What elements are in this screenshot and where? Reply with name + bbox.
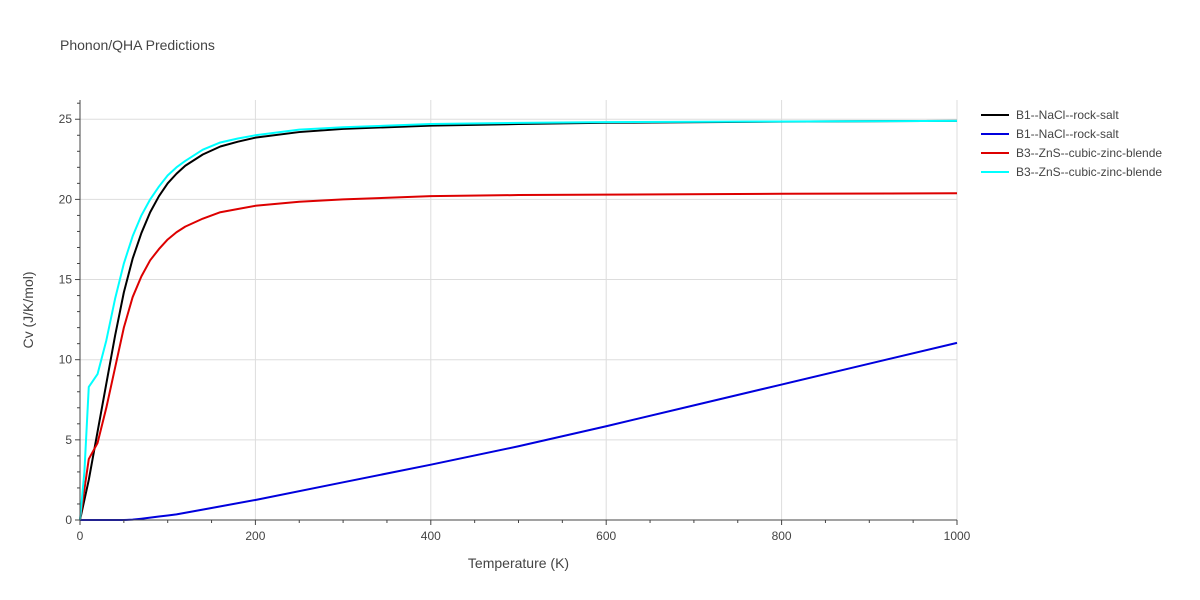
y-tick-label: 15: [59, 273, 73, 287]
tick-layer: 0 200 400 600 800 1000 0 5 10 15 20 25: [59, 112, 971, 543]
y-tick-label: 10: [59, 353, 73, 367]
x-tick-label: 800: [772, 529, 792, 543]
legend-label: B3--ZnS--cubic-zinc-blende: [1016, 146, 1162, 160]
y-tick-label: 20: [59, 192, 73, 206]
chart-title: Phonon/QHA Predictions: [60, 37, 215, 53]
x-tick-label: 400: [421, 529, 441, 543]
legend-item-2[interactable]: B3--ZnS--cubic-zinc-blende: [981, 146, 1162, 160]
y-tick-label: 0: [65, 513, 72, 527]
legend-item-3[interactable]: B3--ZnS--cubic-zinc-blende: [981, 165, 1162, 179]
series-line-2[interactable]: [79, 192, 958, 521]
y-tick-label: 5: [65, 433, 72, 447]
grid-layer: [80, 100, 958, 520]
legend-label: B1--NaCl--rock-salt: [1016, 108, 1119, 122]
series-line-0[interactable]: [79, 119, 958, 521]
legend-item-0[interactable]: B1--NaCl--rock-salt: [981, 108, 1119, 122]
series-layer: [79, 119, 958, 521]
axes-layer: [75, 100, 958, 525]
x-axis-title: Temperature (K): [468, 555, 569, 571]
x-tick-label: 600: [596, 529, 616, 543]
x-tick-label: 1000: [944, 529, 971, 543]
legend-label: B3--ZnS--cubic-zinc-blende: [1016, 165, 1162, 179]
series-line-1[interactable]: [80, 341, 958, 521]
legend[interactable]: B1--NaCl--rock-salt B1--NaCl--rock-salt B3…: [981, 108, 1162, 179]
legend-label: B1--NaCl--rock-salt: [1016, 127, 1119, 141]
x-tick-label: 0: [77, 529, 84, 543]
legend-item-1[interactable]: B1--NaCl--rock-salt: [981, 127, 1119, 141]
y-tick-label: 25: [59, 112, 73, 126]
x-tick-label: 200: [245, 529, 265, 543]
y-axis-title: Cv (J/K/mol): [20, 272, 36, 349]
series-line-3[interactable]: [79, 119, 958, 521]
